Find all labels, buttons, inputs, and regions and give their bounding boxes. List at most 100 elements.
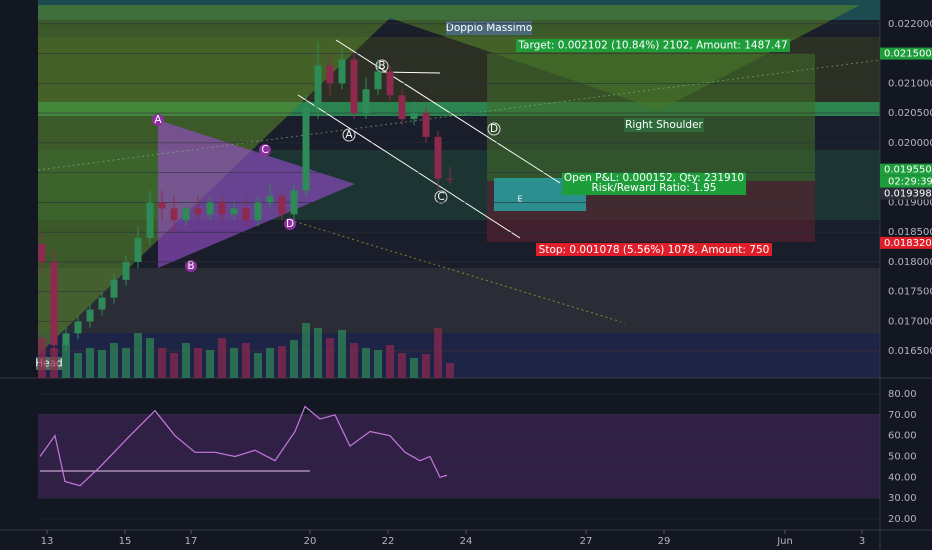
price-tag-label: 0.019550 <box>884 165 932 176</box>
volume-bar <box>254 353 262 378</box>
volume-bar <box>110 343 118 378</box>
candle-body <box>302 107 310 191</box>
candle-body <box>314 65 322 108</box>
candle-body <box>386 71 394 96</box>
candle-body <box>362 89 370 114</box>
candle-body <box>146 202 154 239</box>
label-box <box>516 39 790 52</box>
candle-body <box>350 59 358 114</box>
volume-bar <box>206 350 214 378</box>
price-tag <box>880 163 932 176</box>
volume-bar <box>410 358 418 378</box>
x-tick-label: Jun <box>776 536 793 547</box>
volume-bar <box>122 348 130 378</box>
volume-bar <box>98 350 106 378</box>
volume-bar <box>158 348 166 378</box>
candle-body <box>86 309 94 322</box>
candle-body <box>446 178 454 180</box>
point-label: B <box>378 60 385 72</box>
candle-body <box>74 321 82 334</box>
candle-body <box>110 279 118 298</box>
candle-body <box>422 113 430 137</box>
candle-body <box>410 113 418 120</box>
annotation: Stop: 0.001078 (5.56%) 1078, Amount: 750 <box>539 244 770 256</box>
price-tag-label: 0.021500 <box>884 49 932 60</box>
y-tick-label: 0.020000 <box>888 138 932 149</box>
x-tick-label: 24 <box>460 536 473 547</box>
point-label: E <box>517 195 522 204</box>
y-tick-label: 0.021000 <box>888 78 932 89</box>
x-tick-label: 3 <box>859 536 865 547</box>
y-tick-label: 40.00 <box>888 472 917 483</box>
volume-bar <box>194 348 202 378</box>
point-label: C <box>261 144 268 156</box>
point-label: B <box>187 260 194 272</box>
volume-bar <box>134 333 142 378</box>
label-box <box>446 21 532 35</box>
price-tag-label: 0.018320 <box>884 238 932 249</box>
volume-bar <box>434 328 442 378</box>
x-tick-label: 22 <box>382 536 395 547</box>
volume-bar <box>62 343 70 378</box>
price-tag <box>880 47 932 60</box>
volume-bar <box>170 353 178 378</box>
volume-bar <box>182 343 190 378</box>
volume-bar <box>338 330 346 378</box>
candle-body <box>38 244 46 262</box>
candle-body <box>278 196 286 215</box>
volume-bar <box>218 338 226 378</box>
y-tick-label: 0.018500 <box>888 227 932 238</box>
candle-body <box>242 208 250 221</box>
point-label: D <box>286 218 294 230</box>
rsi-line <box>39 405 448 487</box>
candle-body <box>374 71 382 90</box>
candle-body <box>398 95 406 120</box>
y-tick-label: 50.00 <box>888 451 917 462</box>
label-box <box>624 118 704 132</box>
volume-bar <box>266 348 274 378</box>
candle-body <box>98 297 106 310</box>
point-markers <box>342 59 501 204</box>
candle-body <box>230 208 238 215</box>
y-tick-label: 20.00 <box>888 514 917 525</box>
annotation: Target: 0.002102 (10.84%) 2102, Amount: … <box>517 40 787 52</box>
volume-bar <box>50 348 58 378</box>
volume-bar <box>422 354 430 378</box>
y-tick-label: 0.017500 <box>888 287 932 298</box>
volume-bar <box>230 348 238 378</box>
volume-bar <box>398 353 406 378</box>
y-tick-label: 0.017000 <box>888 316 932 327</box>
candle-body <box>50 261 58 346</box>
candle-body <box>434 136 442 179</box>
volume-bar <box>146 338 154 378</box>
point-markers <box>152 114 296 272</box>
candle-body <box>182 208 190 221</box>
y-tick-label: 0.019000 <box>888 197 932 208</box>
x-tick-label: 15 <box>119 536 132 547</box>
volume-bar <box>374 350 382 378</box>
countdown-box <box>880 175 932 188</box>
volume-bar <box>326 338 334 378</box>
point-label: A <box>345 129 353 141</box>
price-tag <box>880 236 932 249</box>
y-tick-label: 80.00 <box>888 389 917 400</box>
y-tick-label: 70.00 <box>888 410 917 421</box>
volume-bar <box>350 343 358 378</box>
x-tick-label: 17 <box>185 536 198 547</box>
volume-bar <box>38 338 46 378</box>
volume-bar <box>242 343 250 378</box>
volume-bar <box>314 328 322 378</box>
volume-bar <box>74 353 82 378</box>
y-tick-label: 30.00 <box>888 493 917 504</box>
volume-bar <box>290 340 298 378</box>
volume-bar <box>86 348 94 378</box>
candle-body <box>158 202 166 209</box>
annotation: Doppio Massimo <box>446 22 533 34</box>
candle-body <box>290 190 298 215</box>
candle-body <box>122 261 130 280</box>
point-label: D <box>490 123 498 135</box>
candle-body <box>326 65 334 84</box>
label-box <box>562 172 746 195</box>
